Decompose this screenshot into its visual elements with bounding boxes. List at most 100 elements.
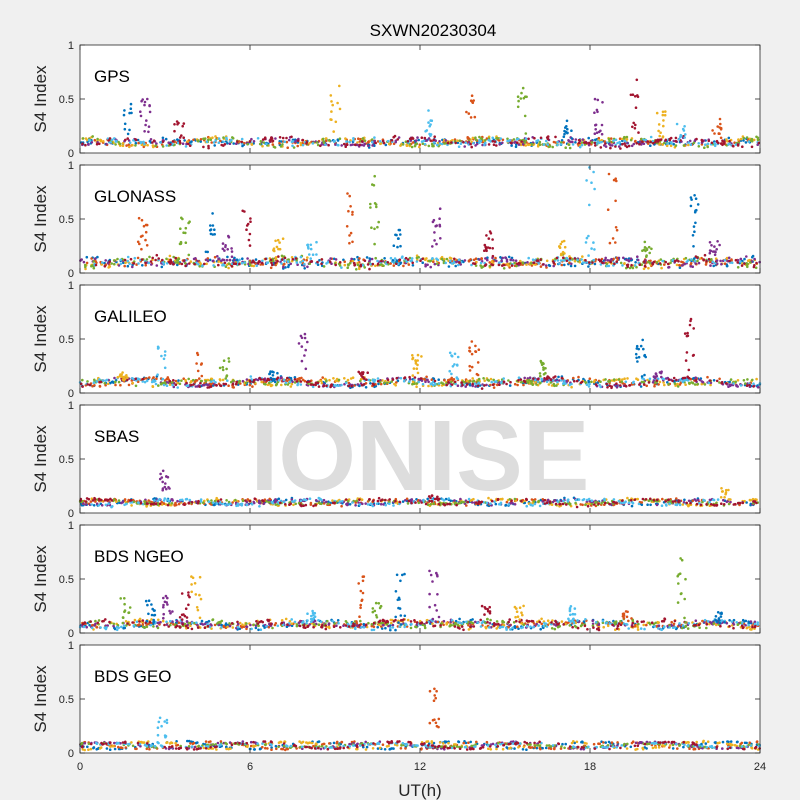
data-point	[82, 260, 86, 264]
data-point	[411, 356, 415, 360]
data-point	[84, 267, 87, 271]
data-point	[469, 142, 472, 146]
data-point	[682, 379, 686, 382]
data-point	[226, 379, 229, 383]
data-point	[259, 140, 263, 143]
data-point	[91, 384, 94, 388]
y-tick-label: 0.5	[59, 454, 74, 466]
data-point	[98, 385, 102, 388]
data-point	[278, 141, 281, 145]
data-point	[750, 140, 754, 143]
data-point	[227, 360, 231, 363]
data-point	[273, 380, 277, 384]
data-point	[637, 355, 641, 359]
data-point	[183, 139, 186, 142]
data-point	[745, 255, 748, 258]
data-point	[470, 145, 474, 149]
data-point	[134, 141, 138, 145]
data-point	[165, 257, 168, 261]
data-point	[574, 138, 578, 141]
data-point	[615, 260, 618, 264]
data-point	[209, 224, 212, 227]
data-point	[719, 136, 723, 140]
data-point	[141, 264, 144, 267]
data-point	[465, 383, 469, 386]
data-point	[756, 386, 760, 389]
data-point	[442, 142, 446, 145]
data-point	[180, 134, 183, 137]
data-point	[637, 131, 640, 134]
axes-background	[80, 45, 760, 153]
data-point	[309, 501, 313, 505]
data-point	[373, 136, 376, 139]
data-point	[681, 264, 684, 267]
data-point	[619, 501, 622, 505]
data-point	[450, 141, 453, 144]
data-point	[575, 379, 579, 383]
data-point	[545, 259, 549, 263]
data-point	[114, 383, 117, 387]
data-point	[752, 382, 755, 386]
data-point	[530, 142, 534, 146]
data-point	[623, 377, 626, 381]
data-point	[487, 143, 491, 146]
data-point	[97, 497, 101, 501]
data-point	[572, 376, 575, 380]
data-point	[750, 145, 754, 149]
data-point	[329, 385, 332, 389]
data-point	[494, 502, 498, 506]
data-point	[220, 259, 223, 263]
data-point	[515, 138, 519, 141]
data-point	[685, 351, 689, 354]
data-point	[539, 265, 543, 268]
data-point	[732, 382, 735, 385]
data-point	[291, 380, 294, 384]
data-point	[219, 498, 223, 501]
data-point	[423, 136, 427, 140]
data-point	[461, 383, 464, 387]
data-point	[554, 379, 557, 382]
data-point	[94, 263, 98, 267]
data-point	[190, 501, 194, 504]
data-point	[554, 135, 557, 139]
data-point	[246, 142, 249, 146]
data-point	[643, 240, 647, 244]
data-point	[486, 504, 489, 507]
data-point	[736, 379, 740, 382]
data-point	[372, 184, 376, 187]
data-point	[599, 380, 602, 384]
data-point	[176, 263, 179, 267]
data-point	[128, 145, 131, 149]
data-point	[343, 260, 347, 264]
data-point	[145, 119, 148, 122]
data-point	[536, 380, 540, 383]
data-point	[683, 376, 687, 380]
data-point	[373, 242, 376, 246]
data-point	[688, 323, 692, 327]
data-point	[537, 262, 540, 265]
data-point	[483, 264, 487, 267]
data-point	[377, 382, 380, 386]
data-point	[621, 499, 624, 502]
data-point	[476, 384, 480, 388]
data-point	[755, 261, 758, 265]
data-point	[496, 137, 500, 140]
data-point	[713, 253, 717, 257]
data-point	[612, 378, 616, 381]
data-point	[290, 255, 294, 259]
data-point	[378, 140, 382, 143]
data-point	[351, 210, 354, 214]
data-point	[277, 497, 281, 501]
data-point	[216, 254, 219, 258]
data-point	[179, 227, 182, 230]
y-tick-label: 0.5	[59, 214, 74, 226]
data-point	[669, 141, 673, 144]
data-point	[213, 144, 216, 147]
data-point	[588, 203, 591, 207]
data-point	[560, 240, 564, 244]
data-point	[620, 137, 624, 141]
data-point	[649, 259, 652, 263]
data-point	[232, 142, 235, 145]
data-point	[595, 108, 599, 112]
